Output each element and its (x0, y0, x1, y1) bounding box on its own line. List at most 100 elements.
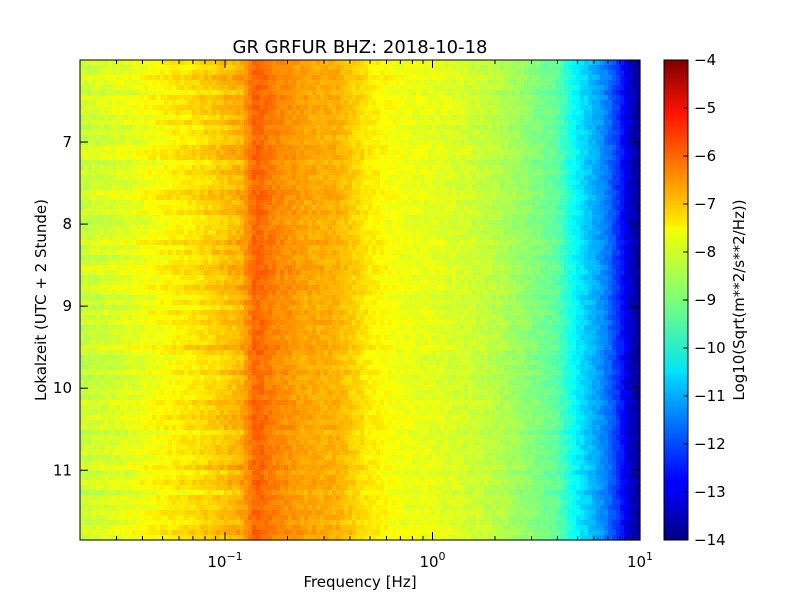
heatmap-cell (136, 70, 141, 76)
heatmap-cell (428, 130, 433, 136)
heatmap-cell (412, 230, 417, 236)
heatmap-cell (468, 100, 473, 106)
heatmap-cell (452, 155, 457, 161)
heatmap-cell (448, 220, 453, 226)
heatmap-cell (436, 120, 441, 126)
heatmap-cell (412, 235, 417, 241)
heatmap-cell (184, 215, 189, 221)
heatmap-cell (248, 235, 253, 241)
heatmap-cell (192, 135, 197, 141)
heatmap-cell (352, 185, 357, 191)
heatmap-cell (460, 170, 465, 176)
heatmap-cell (92, 150, 97, 156)
heatmap-cell (400, 160, 405, 166)
heatmap-cell (528, 105, 533, 111)
heatmap-cell (608, 190, 613, 196)
heatmap-cell (584, 230, 589, 236)
heatmap-cell (604, 110, 609, 116)
heatmap-cell (240, 195, 245, 201)
heatmap-cell (456, 215, 461, 221)
heatmap-cell (488, 60, 493, 66)
heatmap-cell (248, 110, 253, 116)
heatmap-cell (548, 220, 553, 226)
heatmap-cell (564, 85, 569, 91)
heatmap-cell (260, 155, 265, 161)
heatmap-cell (324, 160, 329, 166)
heatmap-cell (336, 165, 341, 171)
heatmap-cell (200, 155, 205, 161)
spectrogram-heatmap (80, 60, 641, 541)
heatmap-cell (560, 225, 565, 231)
heatmap-cell (392, 115, 397, 121)
heatmap-cell (420, 90, 425, 96)
heatmap-cell (356, 135, 361, 141)
heatmap-cell (524, 60, 529, 66)
heatmap-cell (420, 230, 425, 236)
heatmap-cell (400, 215, 405, 221)
heatmap-cell (484, 70, 489, 76)
heatmap-cell (460, 60, 465, 66)
heatmap-cell (592, 165, 597, 171)
heatmap-cell (452, 210, 457, 216)
heatmap-cell (476, 145, 481, 151)
heatmap-cell (392, 195, 397, 201)
heatmap-cell (116, 235, 121, 241)
heatmap-cell (336, 225, 341, 231)
heatmap-cell (180, 135, 185, 141)
heatmap-cell (384, 120, 389, 126)
heatmap-cell (324, 95, 329, 101)
heatmap-cell (392, 95, 397, 101)
heatmap-cell (504, 220, 509, 226)
heatmap-cell (228, 190, 233, 196)
heatmap-cell (416, 100, 421, 106)
heatmap-cell (500, 90, 505, 96)
heatmap-cell (560, 65, 565, 71)
heatmap-cell (104, 125, 109, 131)
heatmap-cell (208, 80, 213, 86)
heatmap-cell (588, 215, 593, 221)
heatmap-cell (632, 165, 637, 171)
heatmap-cell (308, 95, 313, 101)
heatmap-cell (428, 175, 433, 181)
heatmap-cell (252, 110, 257, 116)
heatmap-cell (484, 65, 489, 71)
heatmap-cell (380, 110, 385, 116)
heatmap-cell (400, 235, 405, 241)
heatmap-cell (520, 230, 525, 236)
heatmap-cell (436, 235, 441, 241)
heatmap-cell (332, 115, 337, 121)
heatmap-cell (300, 100, 305, 106)
heatmap-cell (80, 235, 85, 241)
heatmap-cell (592, 135, 597, 141)
heatmap-cell (260, 180, 265, 186)
heatmap-cell (464, 120, 469, 126)
heatmap-cell (380, 75, 385, 81)
heatmap-cell (248, 130, 253, 136)
heatmap-cell (200, 95, 205, 101)
heatmap-cell (396, 75, 401, 81)
heatmap-cell (116, 185, 121, 191)
heatmap-cell (216, 210, 221, 216)
heatmap-cell (596, 205, 601, 211)
heatmap-cell (348, 200, 353, 206)
heatmap-cell (508, 90, 513, 96)
heatmap-cell (420, 95, 425, 101)
heatmap-cell (488, 75, 493, 81)
heatmap-cell (368, 220, 373, 226)
heatmap-cell (460, 135, 465, 141)
heatmap-cell (384, 110, 389, 116)
heatmap-cell (304, 145, 309, 151)
heatmap-cell (616, 70, 621, 76)
heatmap-cell (252, 165, 257, 171)
heatmap-cell (552, 65, 557, 71)
heatmap-cell (560, 130, 565, 136)
heatmap-cell (332, 200, 337, 206)
heatmap-cell (172, 200, 177, 206)
heatmap-cell (316, 70, 321, 76)
heatmap-cell (352, 80, 357, 86)
heatmap-cell (604, 105, 609, 111)
heatmap-cell (264, 140, 269, 146)
heatmap-cell (572, 130, 577, 136)
heatmap-cell (608, 120, 613, 126)
heatmap-cell (636, 180, 641, 186)
